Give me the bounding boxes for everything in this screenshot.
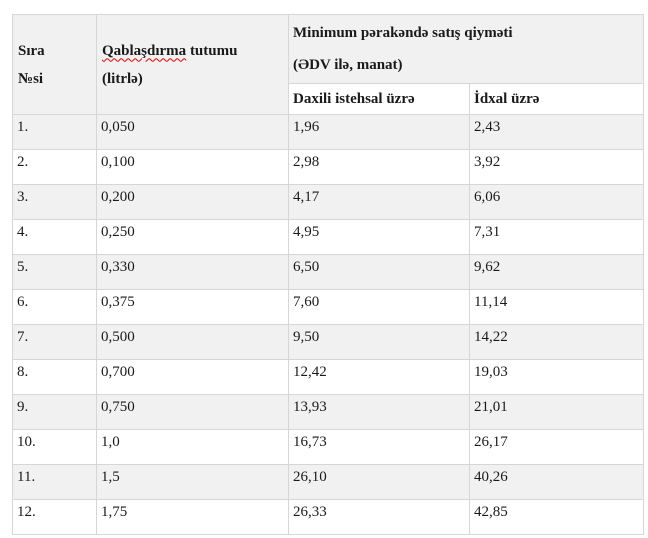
table-row: 3. 0,200 4,17 6,06 (12, 184, 644, 220)
table-row: 6. 0,375 7,60 11,14 (12, 289, 644, 325)
row-number-cell: 1. (12, 114, 97, 150)
header-price-group-line1: Minimum pərakəndə satış qiyməti (293, 25, 513, 41)
table-row: 9. 0,750 13,93 21,01 (12, 394, 644, 430)
header-price-group-line2: (ƏDV ilə, manat) (293, 57, 403, 73)
header-capacity-rest: tutumu (186, 42, 238, 59)
capacity-cell: 0,700 (96, 359, 289, 395)
header-import: İdxal üzrə (469, 83, 644, 115)
domestic-price-cell: 26,33 (288, 499, 470, 535)
capacity-cell: 0,500 (96, 324, 289, 360)
import-price-cell: 21,01 (469, 394, 644, 430)
import-price-cell: 42,85 (469, 499, 644, 535)
import-price-cell: 40,26 (469, 464, 644, 500)
domestic-price-cell: 4,95 (288, 219, 470, 255)
row-number-cell: 3. (12, 184, 97, 220)
row-number-cell: 9. (12, 394, 97, 430)
row-number-cell: 8. (12, 359, 97, 395)
header-capacity-line1: Qablaşdırma tutumu (102, 37, 284, 65)
table-row: 4. 0,250 4,95 7,31 (12, 219, 644, 255)
capacity-cell: 0,250 (96, 219, 289, 255)
import-price-cell: 9,62 (469, 254, 644, 290)
domestic-price-cell: 1,96 (288, 114, 470, 150)
header-row-number-line2: №si (18, 70, 44, 87)
row-number-cell: 7. (12, 324, 97, 360)
capacity-cell: 0,050 (96, 114, 289, 150)
capacity-cell: 1,75 (96, 499, 289, 535)
row-number-cell: 6. (12, 289, 97, 325)
capacity-cell: 1,0 (96, 429, 289, 465)
import-price-cell: 11,14 (469, 289, 644, 325)
row-number-cell: 10. (12, 429, 97, 465)
capacity-cell: 1,5 (96, 464, 289, 500)
domestic-price-cell: 16,73 (288, 429, 470, 465)
domestic-price-cell: 12,42 (288, 359, 470, 395)
import-price-cell: 7,31 (469, 219, 644, 255)
header-capacity: Qablaşdırma tutumu (litrlə) (96, 14, 289, 115)
domestic-price-cell: 7,60 (288, 289, 470, 325)
table-row: 2. 0,100 2,98 3,92 (12, 149, 644, 185)
domestic-price-cell: 2,98 (288, 149, 470, 185)
domestic-price-cell: 4,17 (288, 184, 470, 220)
import-price-cell: 26,17 (469, 429, 644, 465)
price-table: Sıra №si Qablaşdırma tutumu (litrlə) Min… (12, 14, 644, 535)
domestic-price-cell: 13,93 (288, 394, 470, 430)
domestic-price-cell: 9,50 (288, 324, 470, 360)
table-row: 5. 0,330 6,50 9,62 (12, 254, 644, 290)
header-domestic: Daxili istehsal üzrə (288, 83, 470, 115)
table-row: 1. 0,050 1,96 2,43 (12, 114, 644, 150)
row-number-cell: 4. (12, 219, 97, 255)
header-row-number: Sıra №si (12, 14, 97, 115)
import-price-cell: 3,92 (469, 149, 644, 185)
row-number-cell: 5. (12, 254, 97, 290)
import-price-cell: 2,43 (469, 114, 644, 150)
domestic-price-cell: 6,50 (288, 254, 470, 290)
table-row: 7. 0,500 9,50 14,22 (12, 324, 644, 360)
import-price-cell: 19,03 (469, 359, 644, 395)
table-row: 10. 1,0 16,73 26,17 (12, 429, 644, 465)
domestic-price-cell: 26,10 (288, 464, 470, 500)
row-number-cell: 12. (12, 499, 97, 535)
capacity-cell: 0,750 (96, 394, 289, 430)
header-price-group: Minimum pərakəndə satış qiyməti (ƏDV ilə… (288, 14, 644, 84)
header-row-number-line1: Sıra (18, 42, 45, 59)
header-row-sub: Daxili istehsal üzrə İdxal üzrə (13, 83, 644, 115)
capacity-cell: 0,375 (96, 289, 289, 325)
table-row: 12. 1,75 26,33 42,85 (12, 499, 644, 535)
capacity-cell: 0,200 (96, 184, 289, 220)
import-price-cell: 14,22 (469, 324, 644, 360)
header-capacity-line2: (litrlə) (102, 70, 143, 87)
capacity-cell: 0,100 (96, 149, 289, 185)
misspelled-word: Qablaşdırma (102, 42, 187, 59)
capacity-cell: 0,330 (96, 254, 289, 290)
table-row: 11. 1,5 26,10 40,26 (12, 464, 644, 500)
table-row: 8. 0,700 12,42 19,03 (12, 359, 644, 395)
import-price-cell: 6,06 (469, 184, 644, 220)
row-number-cell: 11. (12, 464, 97, 500)
header-row-main: Sıra №si Qablaşdırma tutumu (litrlə) Min… (12, 14, 644, 115)
table-body: 1. 0,050 1,96 2,43 2. 0,100 2,98 3,92 3. 0,200 4,1… (12, 114, 644, 535)
row-number-cell: 2. (12, 149, 97, 185)
